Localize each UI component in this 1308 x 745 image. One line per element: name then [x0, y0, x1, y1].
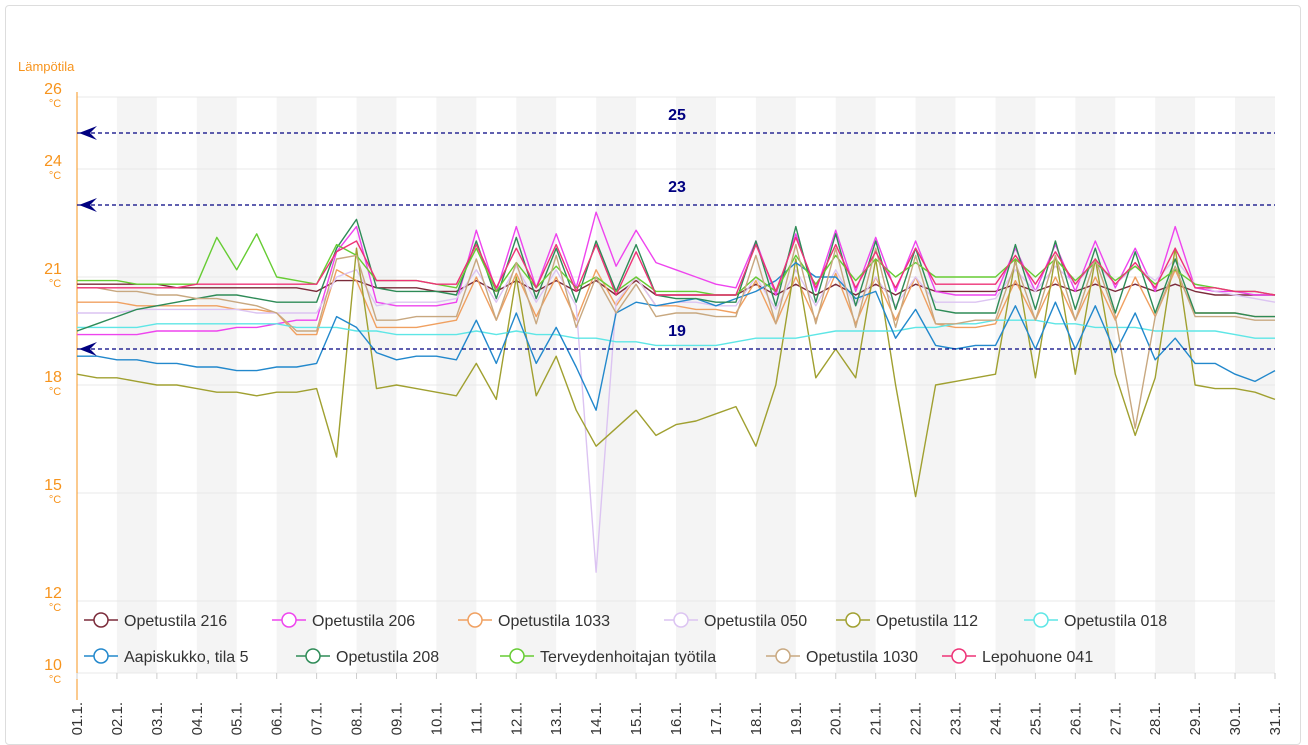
- y-tick-unit: °C: [49, 98, 61, 110]
- legend-item[interactable]: Opetustila 216: [84, 612, 227, 630]
- legend-item[interactable]: Opetustila 112: [836, 612, 978, 630]
- legend-label[interactable]: Opetustila 050: [704, 613, 807, 630]
- reference-arrow: [79, 198, 97, 212]
- series-line: [77, 243, 1275, 429]
- x-tick-label: 16.1.: [668, 702, 685, 735]
- x-tick-label: 18.1.: [748, 702, 765, 735]
- legend-marker: [845, 612, 861, 628]
- x-tick-label: 30.1.: [1227, 702, 1244, 735]
- y-tick-unit: °C: [49, 674, 61, 686]
- reference-arrow: [79, 126, 97, 140]
- legend-marker: [673, 612, 689, 628]
- x-tick-label: 15.1.: [628, 702, 645, 735]
- series-line: [76, 218, 1275, 332]
- legend-label[interactable]: Terveydenhoitajan työtila: [540, 649, 716, 666]
- x-tick-label: 01.1.: [69, 702, 86, 735]
- y-tick-label: 12: [44, 585, 62, 602]
- legend-label[interactable]: Aapiskukko, tila 5: [124, 649, 249, 666]
- legend-marker: [93, 648, 109, 664]
- reference-label: 23: [668, 179, 686, 196]
- legend-item[interactable]: Opetustila 1033: [458, 612, 610, 630]
- legend-label[interactable]: Opetustila 208: [336, 649, 439, 666]
- legend-marker: [305, 648, 321, 664]
- legend-label[interactable]: Opetustila 1030: [806, 649, 918, 666]
- legend-label[interactable]: Opetustila 112: [876, 613, 978, 630]
- x-tick-label: 13.1.: [548, 702, 565, 735]
- y-tick-label: 24: [44, 153, 62, 170]
- x-tick-label: 02.1.: [109, 702, 126, 735]
- x-tick-label: 29.1.: [1187, 702, 1204, 735]
- x-tick-label: 25.1.: [1027, 702, 1044, 735]
- reference-label: 25: [668, 107, 686, 124]
- legend-marker: [281, 612, 297, 628]
- legend-label[interactable]: Opetustila 018: [1064, 613, 1167, 630]
- x-tick-label: 12.1.: [508, 702, 525, 735]
- x-tick-label: 27.1.: [1107, 702, 1124, 735]
- legend-item[interactable]: Opetustila 018: [1024, 612, 1167, 630]
- legend-item[interactable]: Lepohuone 041: [942, 648, 1093, 666]
- x-tick-label: 28.1.: [1147, 702, 1164, 735]
- x-tick-label: 11.1.: [468, 702, 485, 734]
- legend-marker: [775, 648, 791, 664]
- x-tick-label: 17.1.: [708, 702, 725, 735]
- legend-marker: [1033, 612, 1049, 628]
- x-tick-label: 21.1.: [868, 702, 885, 735]
- legend-item[interactable]: Aapiskukko, tila 5: [84, 648, 249, 666]
- series-line: [77, 261, 1276, 411]
- x-tick-label: 10.1.: [428, 702, 445, 735]
- x-tick-label: 31.1.: [1267, 702, 1284, 735]
- y-tick-label: 26: [44, 81, 62, 98]
- y-tick-label: 15: [44, 477, 62, 494]
- series-line: [77, 319, 1275, 347]
- x-tick-label: 14.1.: [588, 702, 605, 735]
- x-tick-label: 24.1.: [987, 702, 1004, 735]
- series-line: [76, 247, 1276, 498]
- x-tick-label: 26.1.: [1067, 702, 1084, 735]
- legend-label[interactable]: Opetustila 216: [124, 613, 227, 630]
- legend-label[interactable]: Lepohuone 041: [982, 649, 1093, 666]
- legend-marker: [467, 612, 483, 628]
- legend-label[interactable]: Opetustila 206: [312, 613, 415, 630]
- y-tick-unit: °C: [49, 278, 61, 290]
- x-tick-label: 05.1.: [229, 702, 246, 735]
- legend-label[interactable]: Opetustila 1033: [498, 613, 610, 630]
- reference-label: 19: [668, 323, 686, 340]
- x-tick-label: 22.1.: [908, 702, 925, 735]
- x-tick-label: 20.1.: [828, 702, 845, 735]
- x-tick-label: 23.1.: [948, 702, 965, 735]
- y-axis-title: Lämpötila: [18, 59, 75, 74]
- legend-item[interactable]: Opetustila 1030: [766, 648, 918, 666]
- legend-item[interactable]: Opetustila 208: [296, 648, 439, 666]
- x-tick-label: 09.1.: [388, 702, 405, 735]
- legend-item[interactable]: Opetustila 206: [272, 612, 415, 630]
- legend-item[interactable]: Terveydenhoitajan työtila: [500, 648, 716, 666]
- y-tick-label: 18: [44, 369, 62, 386]
- legend-item[interactable]: Opetustila 050: [664, 612, 807, 630]
- legend-marker: [509, 648, 525, 664]
- y-tick-label: 21: [44, 261, 62, 278]
- y-tick-unit: °C: [49, 170, 61, 182]
- legend-marker: [951, 648, 967, 664]
- x-tick-label: 06.1.: [269, 702, 286, 735]
- y-tick-label: 10: [44, 657, 62, 674]
- legend-marker: [93, 612, 109, 628]
- series-line: [77, 236, 1276, 296]
- series-line: [77, 233, 1276, 296]
- x-tick-label: 07.1.: [309, 702, 326, 735]
- y-tick-unit: °C: [49, 602, 61, 614]
- y-tick-unit: °C: [49, 386, 61, 398]
- x-tick-label: 03.1.: [149, 702, 166, 735]
- x-tick-label: 08.1.: [349, 702, 366, 735]
- reference-arrow: [79, 342, 97, 356]
- y-tick-unit: °C: [49, 494, 61, 506]
- x-tick-label: 19.1.: [788, 702, 805, 735]
- x-tick-label: 04.1.: [189, 702, 206, 735]
